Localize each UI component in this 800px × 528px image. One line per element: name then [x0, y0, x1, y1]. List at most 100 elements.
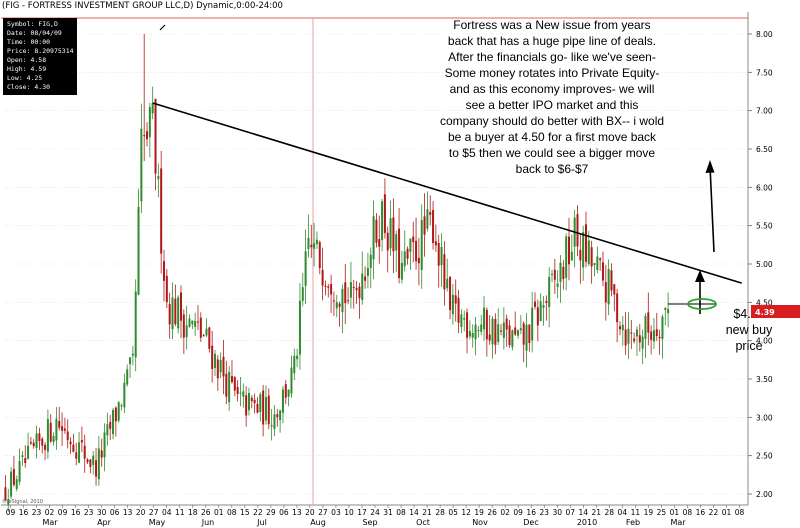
- candle: [256, 397, 259, 414]
- candle: [460, 309, 463, 334]
- candle: [163, 249, 166, 302]
- candle: [471, 324, 474, 348]
- candle: [131, 346, 134, 366]
- candle: [191, 320, 194, 330]
- candle-body: [188, 318, 191, 327]
- buy-label-line: new buy: [726, 323, 773, 337]
- candle-body: [590, 247, 593, 267]
- candle-body: [199, 317, 202, 338]
- candle: [112, 407, 115, 440]
- candle-body: [146, 131, 149, 140]
- candle-body: [551, 273, 554, 275]
- x-day-label: 28: [435, 508, 445, 517]
- candle: [279, 409, 282, 433]
- candle: [463, 310, 466, 332]
- candle: [451, 283, 454, 325]
- candle: [304, 229, 307, 305]
- candle-body: [273, 414, 276, 429]
- candle-body: [650, 331, 653, 340]
- candle-body: [633, 338, 636, 342]
- candle-body: [52, 436, 55, 443]
- x-day-label: 26: [487, 508, 497, 517]
- x-day-label: 08: [683, 508, 693, 517]
- candle-body: [582, 231, 585, 268]
- x-month-label: Aug: [310, 518, 326, 527]
- candle: [83, 434, 86, 473]
- candle-body: [420, 220, 423, 270]
- candle-body: [58, 421, 61, 428]
- candle: [180, 285, 183, 339]
- annotation-line: back to $6-$7: [516, 162, 589, 176]
- candle-body: [630, 332, 633, 334]
- candle-body: [601, 262, 604, 281]
- candle: [222, 339, 225, 395]
- candle-body: [641, 336, 644, 349]
- x-day-label: 11: [175, 508, 185, 517]
- candle: [480, 314, 483, 336]
- candle-body: [638, 335, 641, 343]
- x-day-label: 09: [6, 508, 16, 517]
- x-day-label: 11: [631, 508, 641, 517]
- candle: [601, 251, 604, 287]
- candle: [27, 432, 30, 460]
- candle-body: [180, 292, 183, 321]
- candle-body: [276, 414, 279, 418]
- candle: [647, 292, 650, 346]
- candle-body: [593, 263, 596, 266]
- candle: [253, 393, 256, 414]
- price-axis-labels: 2.00 2.50 3.00 3.50 4.00 4.50 5.00 5.50 6.00 6.50…: [748, 30, 773, 499]
- buy-level-marker: [668, 298, 717, 310]
- candle-body: [100, 450, 103, 458]
- candle-body: [279, 410, 282, 421]
- info-line: Symbol: FIG,D: [7, 20, 58, 28]
- x-month-label: 2010: [577, 518, 597, 527]
- candle-body: [137, 206, 140, 295]
- candle-body: [607, 269, 610, 305]
- candle-body: [664, 307, 667, 310]
- candle: [511, 329, 514, 351]
- last-price-tag-background: [751, 305, 800, 318]
- candle-body: [341, 288, 344, 313]
- annotation-line: see a better IPO market and this: [466, 98, 639, 112]
- candle-body: [621, 324, 624, 331]
- y-tick-label: 2.50: [756, 452, 773, 461]
- x-month-label: Dec: [523, 518, 538, 527]
- candle: [290, 355, 293, 398]
- candle-body: [451, 294, 454, 315]
- candle: [650, 325, 653, 355]
- candle: [610, 263, 613, 297]
- chart-credit: © eSignal, 2010: [2, 498, 43, 505]
- candle-body: [157, 176, 160, 180]
- candle-body: [483, 307, 486, 330]
- candle-body: [599, 258, 602, 261]
- y-tick-label: 8.00: [756, 30, 773, 39]
- candle-body: [324, 285, 327, 287]
- candle-body: [644, 315, 647, 339]
- candle: [403, 230, 406, 272]
- info-line: Low: 4.25: [7, 74, 42, 82]
- candle: [100, 438, 103, 467]
- x-day-label: 04: [162, 508, 172, 517]
- candle-body: [531, 307, 534, 341]
- candle-body: [587, 240, 590, 265]
- candle-body: [468, 330, 471, 337]
- annotation-line: Fortress was a New issue from years: [453, 18, 650, 32]
- candle-body: [264, 397, 267, 421]
- candle-body: [301, 287, 304, 301]
- candle: [313, 222, 316, 267]
- x-day-label: 13: [292, 508, 302, 517]
- candle: [624, 312, 627, 355]
- x-day-label: 02: [500, 508, 510, 517]
- candle-body: [46, 419, 49, 452]
- candle-body: [366, 267, 369, 276]
- candle-body: [440, 246, 443, 266]
- info-line: Date: 08/04/09: [7, 29, 62, 37]
- candle-body: [310, 244, 313, 248]
- candle-body: [253, 399, 256, 404]
- candle: [298, 283, 301, 370]
- candle-body: [315, 239, 318, 245]
- candle: [185, 305, 188, 350]
- candle-body: [403, 251, 406, 267]
- candle: [78, 432, 81, 464]
